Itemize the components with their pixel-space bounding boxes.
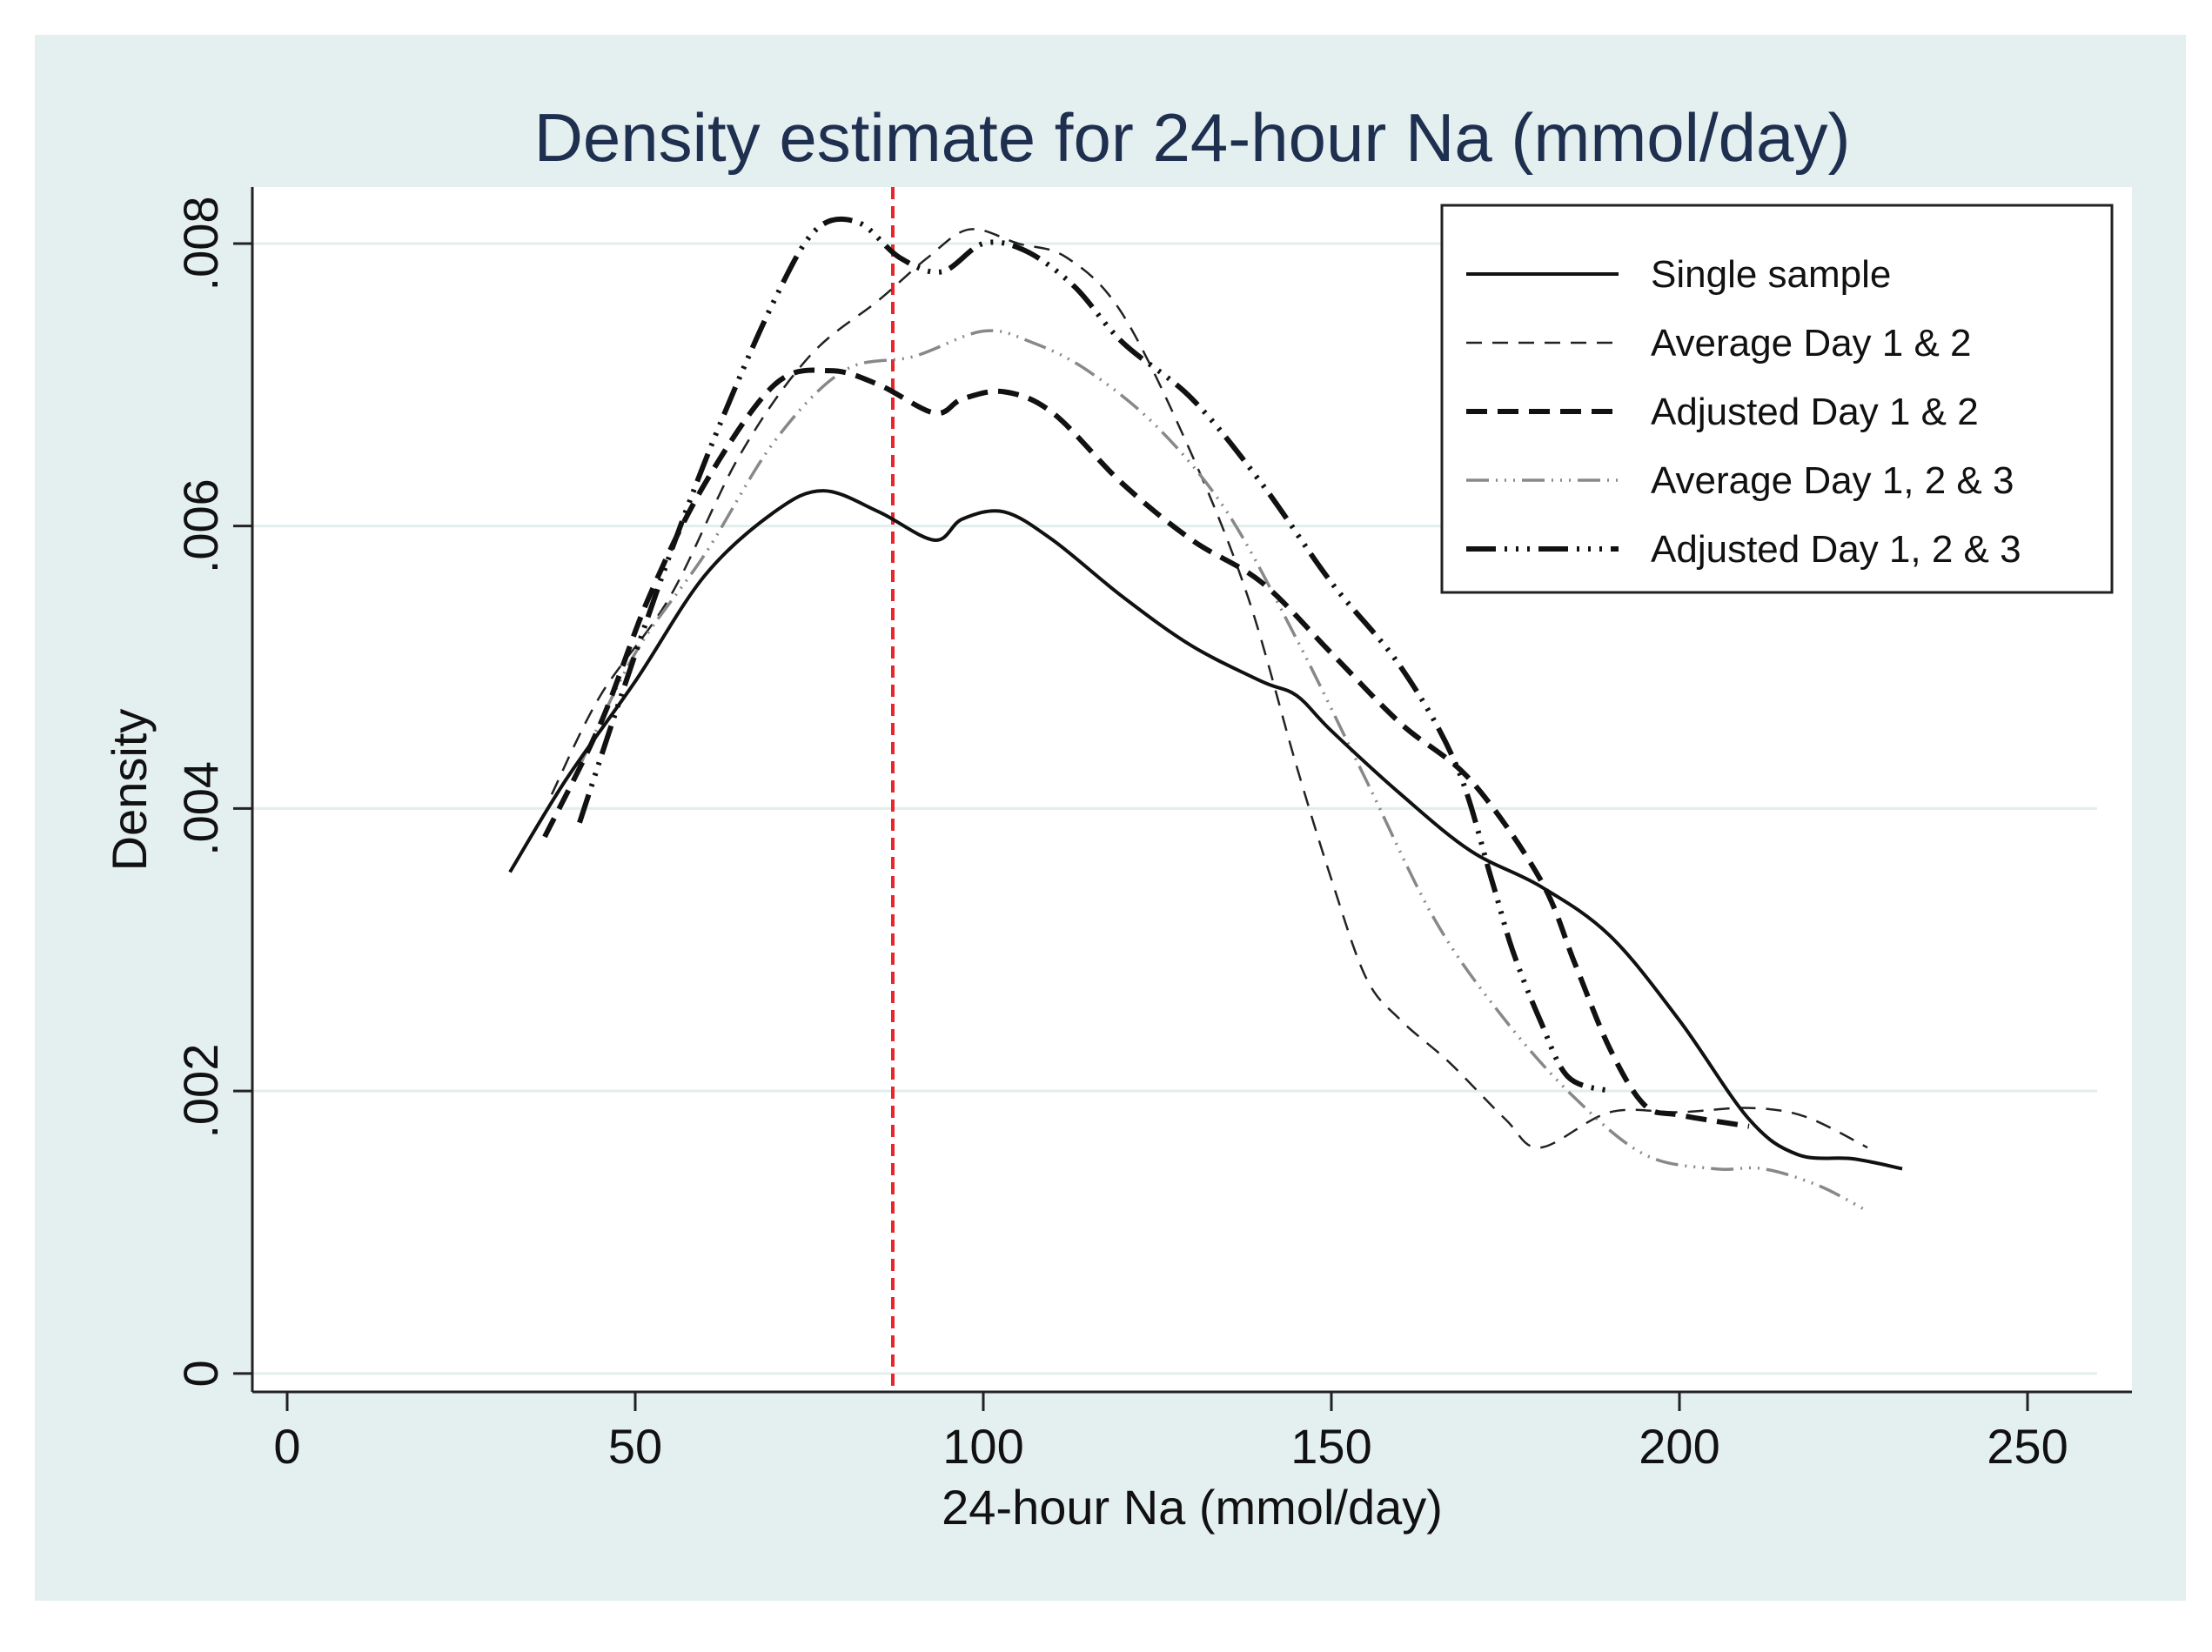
y-tick-label: .008 bbox=[173, 196, 228, 291]
x-tick-label: 50 bbox=[608, 1419, 662, 1474]
x-tick-label: 0 bbox=[273, 1419, 300, 1474]
x-tick-label: 150 bbox=[1290, 1419, 1371, 1474]
series-line-single-sample bbox=[508, 489, 1903, 1171]
y-tick-label: .004 bbox=[173, 761, 228, 856]
x-tick-label: 200 bbox=[1639, 1419, 1719, 1474]
legend-label: Single sample bbox=[1651, 253, 1891, 296]
axes bbox=[251, 187, 2132, 1394]
legend-label: Average Day 1, 2 & 3 bbox=[1651, 459, 2014, 502]
x-ticks: 0 50 100 150 200 250 bbox=[273, 1392, 2068, 1474]
legend-label: Adjusted Day 1, 2 & 3 bbox=[1651, 528, 2021, 571]
y-tick-label: .006 bbox=[173, 478, 228, 573]
y-axis-title: Density bbox=[102, 709, 157, 872]
legend-box bbox=[1440, 204, 2114, 594]
series-line-average-day-1-2 bbox=[550, 228, 1868, 1149]
y-ticks: 0 .002 .004 .006 .008 bbox=[173, 196, 252, 1387]
y-tick-label: 0 bbox=[173, 1360, 228, 1387]
series-line-adjusted-day-1-2-3 bbox=[577, 216, 1611, 1094]
x-tick-label: 250 bbox=[1987, 1419, 2068, 1474]
legend-label: Adjusted Day 1 & 2 bbox=[1651, 391, 1979, 433]
x-tick-label: 100 bbox=[942, 1419, 1023, 1474]
chart-title: Density estimate for 24-hour Na (mmol/da… bbox=[534, 99, 1851, 176]
y-tick-label: .002 bbox=[173, 1044, 228, 1139]
series-line-average-day-1-2-3 bbox=[578, 329, 1868, 1213]
x-axis-title: 24-hour Na (mmol/day) bbox=[942, 1480, 1443, 1535]
series-group bbox=[508, 216, 1903, 1213]
legend-label: Average Day 1 & 2 bbox=[1651, 322, 1972, 365]
legend: Single sample Average Day 1 & 2 Adjusted D… bbox=[1440, 204, 2114, 594]
series-line-adjusted-day-1-2 bbox=[542, 367, 1750, 1129]
